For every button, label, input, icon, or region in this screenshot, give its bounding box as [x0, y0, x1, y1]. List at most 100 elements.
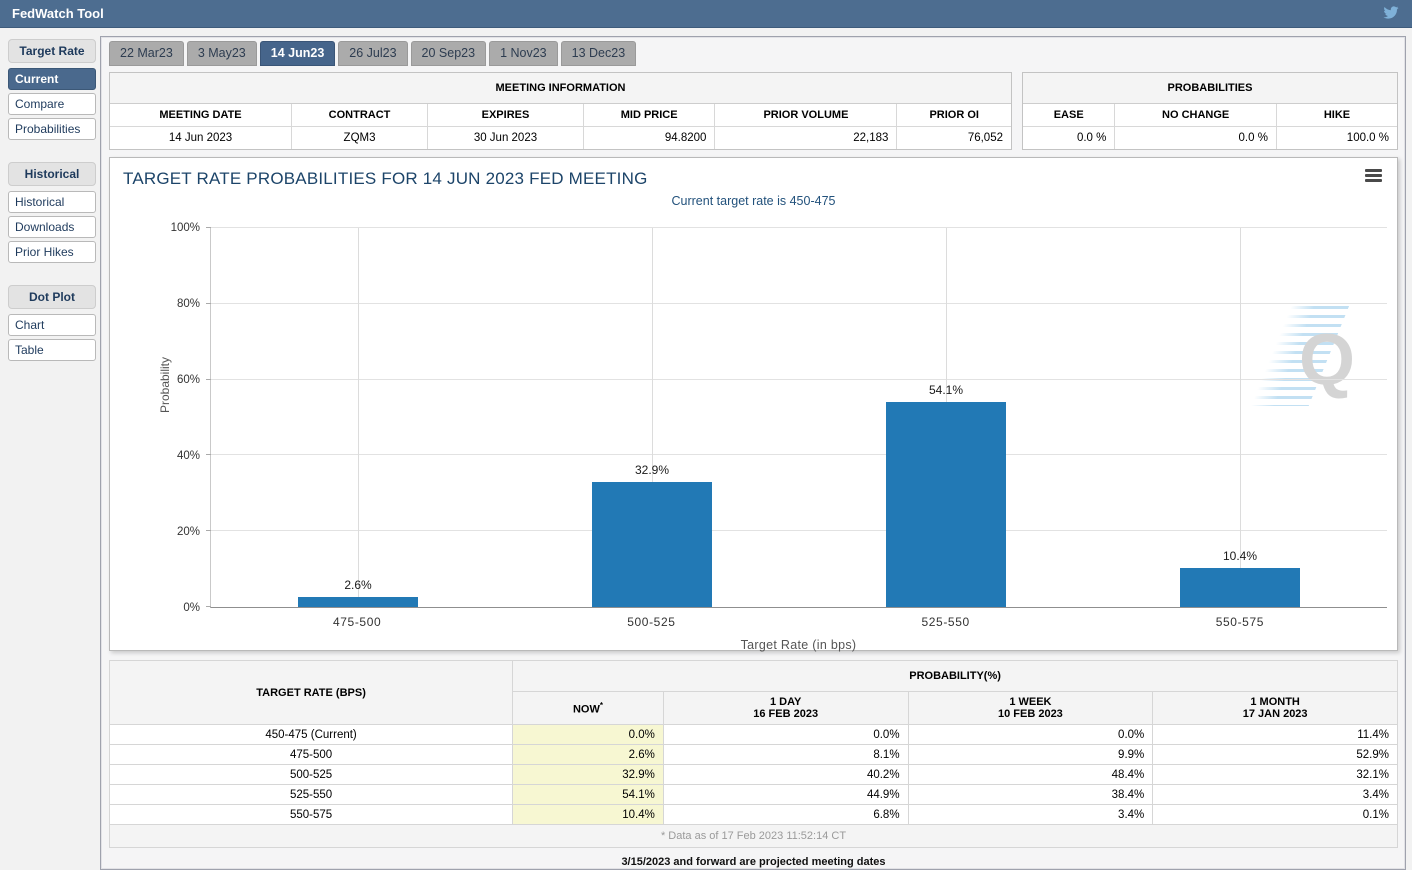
sidebar-item-downloads[interactable]: Downloads	[8, 216, 96, 238]
now-cell: 2.6%	[513, 745, 664, 765]
hike-value: 100.0 %	[1277, 127, 1397, 149]
column-header-prior-volume: PRIOR VOLUME	[715, 104, 897, 127]
sidebar-item-table[interactable]: Table	[8, 339, 96, 361]
plot-column: 2.6%	[211, 228, 505, 607]
column-header-prior-oi: PRIOR OI	[897, 104, 1011, 127]
y-axis-title: Probability	[158, 345, 172, 425]
sidebar-item-compare[interactable]: Compare	[8, 93, 96, 115]
app-header: FedWatch Tool	[0, 0, 1412, 28]
bar-value-label: 54.1%	[929, 383, 963, 397]
now-cell: 54.1%	[513, 785, 664, 805]
y-tick-label: 40%	[177, 450, 200, 462]
one-day-cell: 8.1%	[663, 745, 908, 765]
one-day-cell: 40.2%	[663, 765, 908, 785]
column-header-ease: EASE	[1023, 104, 1115, 127]
now-asterisk: *	[600, 701, 603, 710]
ease-value: 0.0 %	[1023, 127, 1115, 149]
y-tick-label: 60%	[177, 374, 200, 386]
one-day-date: 16 FEB 2023	[666, 708, 906, 720]
x-axis-title: Target Rate (in bps)	[210, 638, 1387, 652]
now-cell: 10.4%	[513, 805, 664, 825]
meeting-information-box: MEETING INFORMATION MEETING DATE CONTRAC…	[109, 72, 1012, 150]
now-label: NOW	[573, 703, 600, 715]
one-week-label: 1 WEEK	[911, 696, 1151, 708]
sidebar-item-chart[interactable]: Chart	[8, 314, 96, 336]
target-rate-cell: 550-575	[110, 805, 513, 825]
one-week-date: 10 FEB 2023	[911, 708, 1151, 720]
app-title: FedWatch Tool	[12, 6, 104, 21]
one-month-date: 17 JAN 2023	[1155, 708, 1395, 720]
probability-table: TARGET RATE (BPS) PROBABILITY(%) NOW* 1 …	[109, 660, 1398, 848]
chart-title: TARGET RATE PROBABILITIES FOR 14 JUN 202…	[110, 158, 1397, 189]
y-tick-label: 20%	[177, 526, 200, 538]
probability-bar[interactable]	[592, 482, 712, 607]
chart-panel: TARGET RATE PROBABILITIES FOR 14 JUN 202…	[109, 157, 1398, 651]
now-cell: 32.9%	[513, 765, 664, 785]
plot-columns: 2.6% 32.9% 54.1% 10.4%	[211, 228, 1387, 607]
target-rate-cell: 475-500	[110, 745, 513, 765]
tab-13dec23[interactable]: 13 Dec23	[561, 41, 637, 66]
table-row: 500-52532.9%40.2%48.4%32.1%	[110, 765, 1398, 785]
target-rate-cell: 525-550	[110, 785, 513, 805]
sidebar-item-current[interactable]: Current	[8, 68, 96, 90]
x-tick-label: 475-500	[210, 615, 504, 629]
plot-column: 10.4%	[1093, 228, 1387, 607]
bar-value-label: 2.6%	[344, 578, 371, 592]
tab-3may23[interactable]: 3 May23	[187, 41, 257, 66]
sidebar-header-dot-plot[interactable]: Dot Plot	[8, 285, 96, 309]
target-rate-cell: 500-525	[110, 765, 513, 785]
meeting-date-value: 14 Jun 2023	[110, 127, 292, 149]
one-month-cell: 32.1%	[1153, 765, 1398, 785]
sidebar-header-target-rate[interactable]: Target Rate	[8, 39, 96, 63]
one-week-cell: 9.9%	[908, 745, 1153, 765]
mid-price-value: 94.8200	[584, 127, 716, 149]
table-row: 450-475 (Current)0.0%0.0%0.0%11.4%	[110, 725, 1398, 745]
probabilities-title: PROBABILITIES	[1023, 73, 1397, 104]
one-week-cell: 3.4%	[908, 805, 1153, 825]
one-day-cell: 0.0%	[663, 725, 908, 745]
twitter-icon[interactable]	[1382, 5, 1400, 23]
column-header-meeting-date: MEETING DATE	[110, 104, 292, 127]
bar-value-label: 10.4%	[1223, 549, 1257, 563]
one-day-label: 1 DAY	[666, 696, 906, 708]
now-cell: 0.0%	[513, 725, 664, 745]
prob-table-body: 450-475 (Current)0.0%0.0%0.0%11.4%475-50…	[110, 725, 1398, 825]
x-tick-label: 500-525	[504, 615, 798, 629]
plot-column: 32.9%	[505, 228, 799, 607]
projected-dates-note: 3/15/2023 and forward are projected meet…	[107, 848, 1400, 870]
sidebar: Target Rate Current Compare Probabilitie…	[8, 36, 96, 870]
one-month-cell: 11.4%	[1153, 725, 1398, 745]
probability-bar[interactable]	[886, 402, 1006, 607]
sidebar-item-probabilities[interactable]: Probabilities	[8, 118, 96, 140]
one-week-cell: 38.4%	[908, 785, 1153, 805]
table-header-probability-group: PROBABILITY(%)	[513, 661, 1398, 692]
probability-bar[interactable]	[298, 597, 418, 607]
contract-value: ZQM3	[292, 127, 428, 149]
y-tick-label: 80%	[177, 298, 200, 310]
table-row: 475-5002.6%8.1%9.9%52.9%	[110, 745, 1398, 765]
probability-bar[interactable]	[1180, 568, 1300, 607]
tab-26jul23[interactable]: 26 Jul23	[338, 41, 407, 66]
column-header-mid-price: MID PRICE	[584, 104, 716, 127]
sidebar-header-historical[interactable]: Historical	[8, 162, 96, 186]
column-header-no-change: NO CHANGE	[1115, 104, 1277, 127]
x-axis-labels: 475-500500-525525-550550-575	[210, 615, 1387, 629]
chart-menu-icon[interactable]	[1365, 169, 1382, 184]
prior-oi-value: 76,052	[897, 127, 1011, 149]
plot-wrap: Q 0%20%40%60%80%100% Probability 2.6%32.…	[210, 228, 1387, 652]
prior-volume-value: 22,183	[715, 127, 897, 149]
table-header-1-month: 1 MONTH17 JAN 2023	[1153, 692, 1398, 725]
plot-area: Q 0%20%40%60%80%100% Probability 2.6%32.…	[210, 228, 1387, 608]
tab-14jun23[interactable]: 14 Jun23	[260, 41, 336, 66]
tab-20sep23[interactable]: 20 Sep23	[411, 41, 487, 66]
column-header-contract: CONTRACT	[292, 104, 428, 127]
meeting-information-title: MEETING INFORMATION	[110, 73, 1011, 104]
data-as-of-footnote: * Data as of 17 Feb 2023 11:52:14 CT	[110, 825, 1398, 848]
one-day-cell: 44.9%	[663, 785, 908, 805]
no-change-value: 0.0 %	[1115, 127, 1277, 149]
sidebar-item-prior-hikes[interactable]: Prior Hikes	[8, 241, 96, 263]
sidebar-item-historical[interactable]: Historical	[8, 191, 96, 213]
column-header-hike: HIKE	[1277, 104, 1397, 127]
tab-1nov23[interactable]: 1 Nov23	[489, 41, 558, 66]
tab-22mar23[interactable]: 22 Mar23	[109, 41, 184, 66]
